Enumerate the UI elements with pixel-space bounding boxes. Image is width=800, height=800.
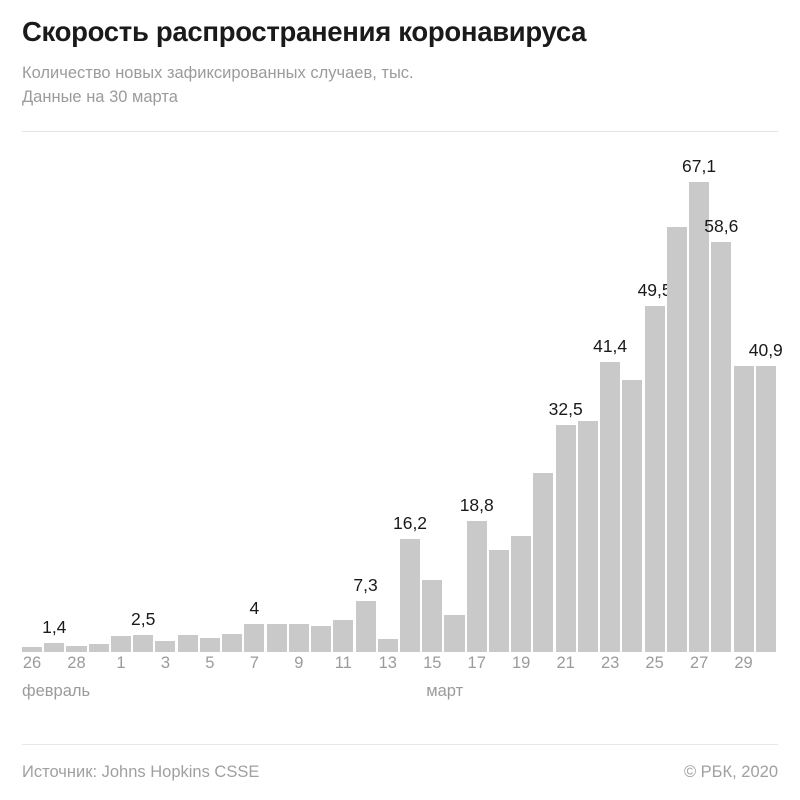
bar-value-label: 41,4 <box>593 336 628 357</box>
footer-row: Источник: Johns Hopkins CSSE © РБК, 2020 <box>22 763 778 782</box>
bar <box>711 242 732 653</box>
x-axis-tick-label: 15 <box>423 654 442 673</box>
chart-subtitle-date: Данные на 30 марта <box>22 87 178 106</box>
bar <box>666 227 687 653</box>
bar <box>533 473 554 653</box>
bar-value-label: 1,4 <box>42 616 67 637</box>
chart-subtitle-units: Количество новых зафиксированных случаев… <box>22 63 414 82</box>
plot-area: 1,4 2,5 4 7,3 16,2 18,8 32,5 41,4 49,5 67,1 58,6 40… <box>22 156 783 653</box>
bar <box>22 646 43 653</box>
bar-chart: 1,4 2,5 4 7,3 16,2 18,8 32,5 41,4 49,5 67,1 58,6 40… <box>22 132 783 653</box>
bar <box>755 366 776 653</box>
bar <box>266 624 287 653</box>
bar <box>133 634 154 653</box>
x-axis: февраль март 26 28 1 3 5 7 9 11 13 15 17 19 21 23 25 27… <box>22 652 778 710</box>
bar-value-label: 49,5 <box>637 279 672 300</box>
x-axis-tick-label: 28 <box>67 654 86 673</box>
bar <box>622 380 643 653</box>
bar <box>600 362 621 653</box>
x-axis-tick-label: 11 <box>334 654 352 673</box>
x-axis-tick-label: 27 <box>689 654 709 673</box>
bar <box>488 550 509 653</box>
bar <box>88 644 109 653</box>
bar <box>577 420 598 653</box>
bar-value-label: 18,8 <box>459 494 494 515</box>
bar-value-label: 2,5 <box>131 608 156 629</box>
bar-value-label: 67,1 <box>682 156 717 177</box>
bar <box>422 579 443 653</box>
bar <box>44 642 65 653</box>
bar-value-label: 4 <box>249 598 260 619</box>
bar <box>400 539 421 653</box>
bar-value-label: 16,2 <box>392 513 428 533</box>
bar <box>511 536 532 653</box>
x-axis-tick-label: 5 <box>205 654 215 673</box>
bar <box>644 305 665 653</box>
bar <box>466 520 487 653</box>
source-label: Источник: Johns Hopkins CSSE <box>22 763 260 781</box>
bar <box>110 636 131 653</box>
bar-value-label: 7,3 <box>353 575 378 596</box>
x-axis-tick-label: 29 <box>734 654 753 673</box>
x-axis-tick-label: 23 <box>600 654 620 673</box>
x-axis-tick-label: 9 <box>294 654 304 673</box>
bar <box>155 640 176 653</box>
chart-footer: Источник: Johns Hopkins CSSE © РБК, 2020 <box>22 744 778 782</box>
copyright-label: © РБК, 2020 <box>683 763 778 781</box>
x-axis-tick-label: 7 <box>249 654 259 673</box>
bar <box>355 601 376 653</box>
x-axis-tick-label: 13 <box>378 654 397 673</box>
chart-header: Скорость распространения коронавируса Ко… <box>22 0 778 133</box>
x-axis-tick-label: 1 <box>116 654 126 673</box>
bar <box>177 634 198 653</box>
header-divider <box>22 131 778 133</box>
bar-value-label: 32,5 <box>548 398 583 419</box>
bar-value-label: 40,9 <box>748 340 783 360</box>
x-axis-tick-label: 26 <box>22 654 42 673</box>
footer-divider <box>22 744 778 745</box>
bar <box>222 633 243 653</box>
x-axis-tick-label: 3 <box>160 654 171 673</box>
bar <box>444 614 465 653</box>
bar <box>311 625 332 653</box>
bar <box>244 624 265 653</box>
bar <box>555 424 576 653</box>
page-title: Скорость распространения коронавируса <box>22 16 587 47</box>
bar <box>377 639 398 653</box>
bar <box>733 366 754 653</box>
x-axis-tick-label: 25 <box>645 654 664 673</box>
bar-value-label: 58,6 <box>704 216 739 237</box>
axis-month-march: март <box>426 682 464 701</box>
bar <box>66 646 87 653</box>
bar <box>333 620 354 653</box>
axis-month-february: февраль <box>22 682 91 701</box>
x-axis-tick-label: 21 <box>556 654 575 673</box>
x-axis-tick-label: 19 <box>512 654 531 673</box>
bar <box>199 637 220 653</box>
bar <box>689 182 710 653</box>
x-axis-tick-label: 17 <box>467 654 486 673</box>
bar <box>288 624 309 653</box>
